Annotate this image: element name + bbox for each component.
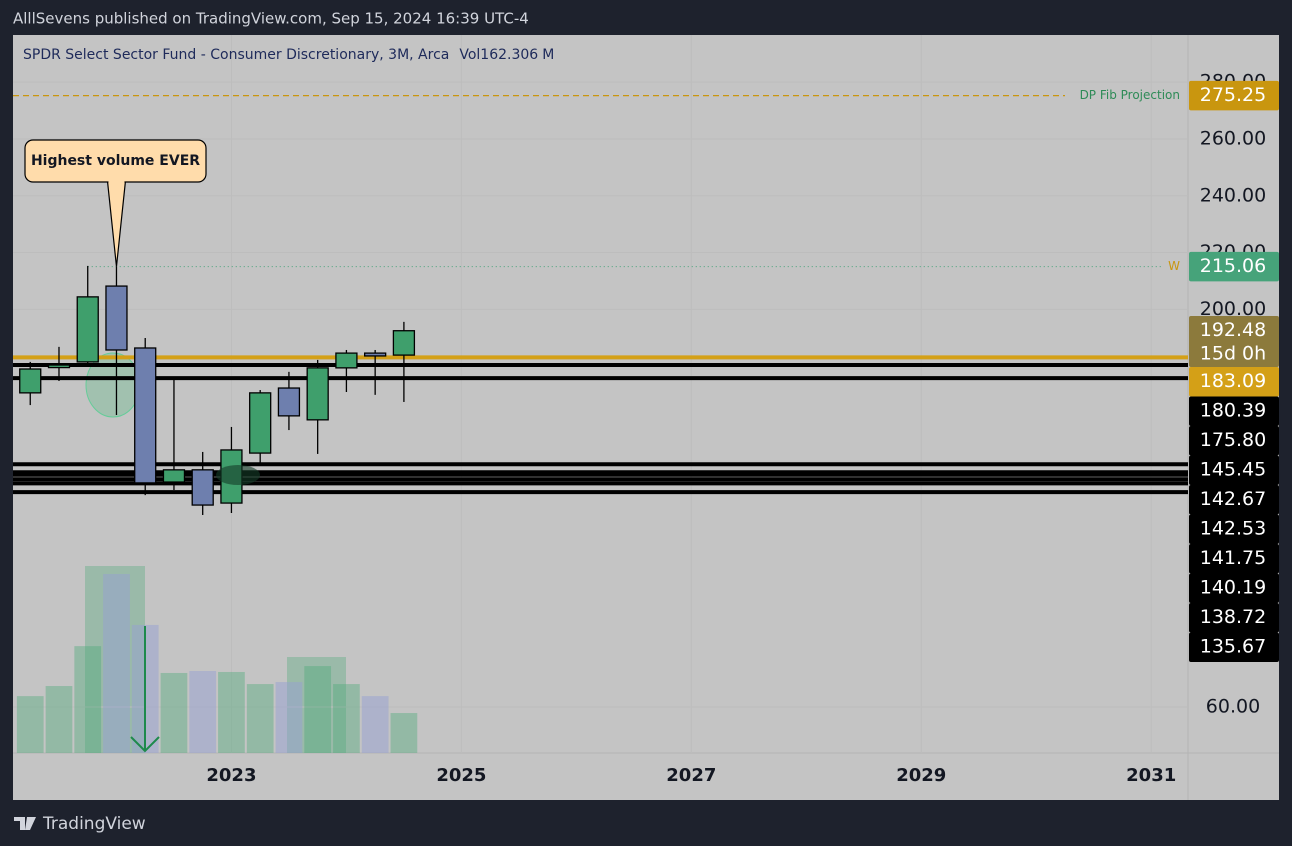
candle-body <box>335 352 358 369</box>
volume-bar <box>246 684 274 753</box>
level-name: DP Fib Projection <box>1080 88 1180 102</box>
header-text: AlllSevens published on TradingView.com,… <box>13 10 529 28</box>
price-badge-label: 175.80 <box>1200 429 1266 451</box>
price-badge-label: 183.09 <box>1200 370 1266 392</box>
chart-title: SPDR Select Sector Fund - Consumer Discr… <box>23 47 449 63</box>
price-badge-label: 142.67 <box>1200 488 1266 510</box>
price-badge <box>1189 366 1279 397</box>
volume-bar <box>189 670 217 753</box>
annotation: Highest volume EVER <box>24 139 207 267</box>
volume-label: Vol <box>459 47 480 63</box>
candle-body <box>19 368 42 394</box>
volume-bar <box>45 686 73 753</box>
volume-bar <box>361 696 389 753</box>
y-tick-label: 260.00 <box>1200 127 1266 149</box>
candle-body <box>306 367 329 421</box>
price-badge-label: 141.75 <box>1200 547 1266 569</box>
candle-body <box>134 347 157 484</box>
volume-unit: M <box>542 47 554 63</box>
price-badge <box>1189 602 1279 633</box>
volume-value: 162.306 <box>480 47 538 63</box>
price-badge-label: 135.67 <box>1200 636 1266 658</box>
price-badge-label: 215.06 <box>1200 255 1266 277</box>
price-badge-label: 145.45 <box>1200 459 1266 481</box>
price-badge <box>1189 632 1279 662</box>
price-badge-label: 180.39 <box>1200 400 1266 422</box>
price-badge <box>1189 425 1279 456</box>
volume-bar <box>304 666 332 753</box>
x-tick-label: 2023 <box>206 765 256 786</box>
highlight-ellipse <box>85 352 141 418</box>
volume-bar <box>333 684 360 753</box>
candle-body <box>105 285 128 351</box>
price-badge <box>1189 396 1279 426</box>
footer: TradingView <box>14 814 146 834</box>
logo-icon <box>14 817 36 830</box>
x-tick-label: 2025 <box>436 765 486 786</box>
volume-bar <box>275 682 303 753</box>
price-badge <box>1189 573 1279 603</box>
price-badge <box>1189 514 1279 544</box>
y-tick-label: 60.00 <box>1206 695 1260 717</box>
price-badge-label: 140.19 <box>1200 577 1266 599</box>
price-badge <box>1189 543 1279 574</box>
highlight-ellipse <box>216 465 260 485</box>
candle-body <box>76 296 99 363</box>
volume-bars <box>16 573 418 753</box>
price-badge <box>1189 251 1279 282</box>
volume-bar <box>390 713 418 753</box>
volume-bar <box>103 573 130 753</box>
x-tick-label: 2031 <box>1126 765 1176 786</box>
y-tick-label: 240.00 <box>1200 184 1266 206</box>
arrow-head <box>130 736 160 753</box>
volume-bar <box>16 696 44 753</box>
candle-body <box>277 387 301 417</box>
axes: 60.00200.00220.00240.00260.00280.0020232… <box>206 71 1279 786</box>
candle-body <box>392 330 416 356</box>
price-badge <box>1189 80 1279 111</box>
price-badge-label: 142.53 <box>1200 518 1266 540</box>
callout-pointer <box>106 180 127 267</box>
candle-body <box>191 469 214 506</box>
price-badge-label: 138.72 <box>1200 606 1266 628</box>
y-tick-label: 200.00 <box>1200 298 1266 320</box>
callout-joint <box>108 179 125 183</box>
candle-body <box>162 469 186 483</box>
callout-text: Highest volume EVER <box>31 153 200 169</box>
price-badge-label: 275.25 <box>1200 84 1266 106</box>
logo-text[interactable]: TradingView <box>42 814 146 834</box>
x-tick-label: 2029 <box>896 765 946 786</box>
price-badge-label: 192.48 <box>1200 319 1266 341</box>
x-tick-label: 2027 <box>666 765 716 786</box>
chart-area <box>13 35 1279 800</box>
price-badge <box>1189 455 1279 485</box>
countdown-label: 15d 0h <box>1200 342 1266 364</box>
candle-body <box>249 392 272 454</box>
volume-bar <box>74 646 102 753</box>
volume-bar <box>218 671 245 753</box>
candle-body <box>364 352 387 357</box>
candle-body <box>47 364 71 369</box>
price-badge <box>1189 315 1279 367</box>
volume-bar <box>160 672 188 753</box>
level-name: W <box>1168 259 1180 273</box>
price-badge <box>1189 484 1279 515</box>
candles <box>19 265 416 515</box>
